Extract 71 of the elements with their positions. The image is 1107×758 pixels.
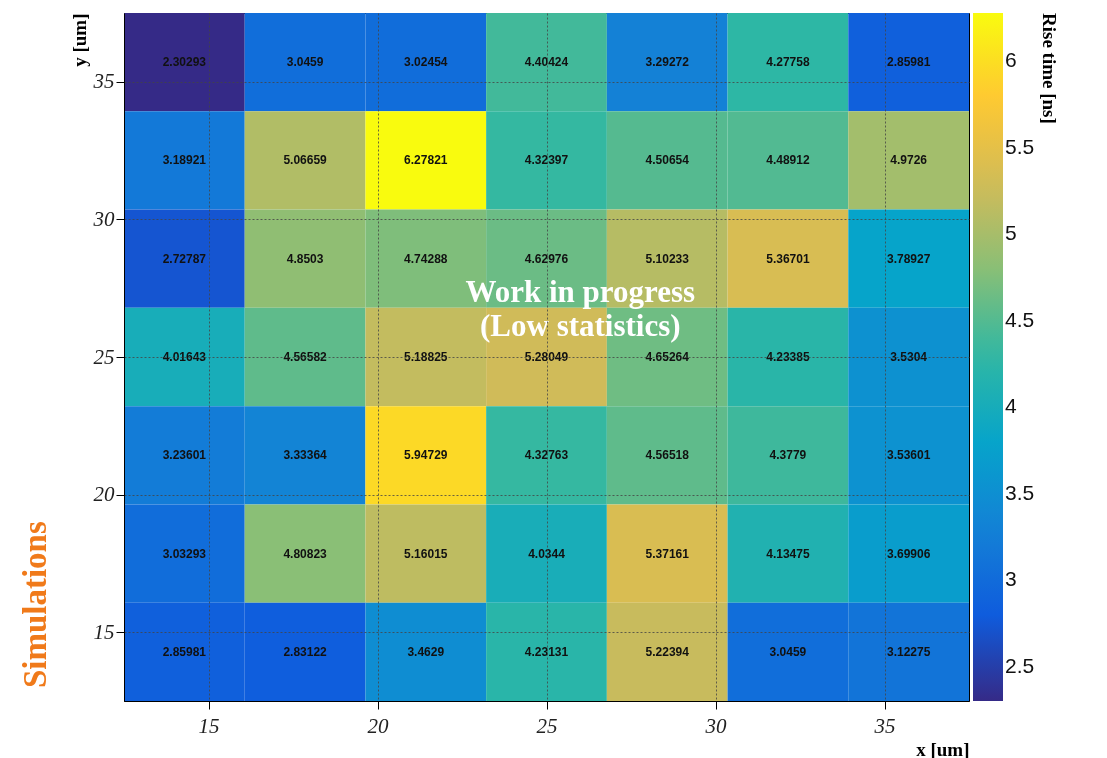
data-label: 4.01643 — [162, 350, 207, 364]
data-label: 4.62976 — [524, 251, 569, 266]
x-tick-label: 30 — [704, 713, 727, 738]
data-label: 4.40424 — [524, 55, 569, 70]
data-label: 4.0344 — [528, 546, 566, 561]
data-label: 3.29272 — [645, 55, 690, 70]
data-label: 4.50654 — [645, 153, 690, 168]
y-tick-label: 35 — [92, 69, 115, 94]
data-label: 3.12275 — [886, 644, 931, 659]
data-label: 3.69906 — [886, 546, 931, 561]
color-bar-label: 5 — [1005, 221, 1017, 245]
data-label: 5.22394 — [645, 644, 690, 659]
data-label: 5.94729 — [404, 448, 448, 463]
color-bar-label: 5.5 — [1005, 134, 1035, 158]
data-label: 4.3779 — [769, 448, 807, 463]
data-label: 3.0459 — [769, 644, 807, 659]
data-label: 2.85981 — [162, 644, 207, 659]
x-tick-label: 25 — [536, 713, 558, 738]
data-label: 3.03293 — [162, 546, 207, 561]
data-label: 5.16015 — [404, 546, 448, 561]
data-label: 4.65264 — [645, 350, 690, 364]
data-label: 3.53601 — [886, 448, 931, 463]
data-label: 5.36701 — [766, 251, 810, 266]
data-label: 5.37161 — [645, 546, 690, 561]
y-axis-title: y [um] — [68, 13, 90, 67]
data-label: 2.72787 — [162, 251, 207, 266]
x-axis-title: x [um] — [916, 738, 970, 758]
color-bar-label: 6 — [1005, 48, 1017, 72]
data-label: 4.56582 — [283, 350, 328, 364]
data-label: 4.9726 — [890, 153, 928, 168]
data-label: 5.18825 — [404, 350, 448, 364]
text: Simulations — [17, 521, 53, 689]
data-label: 4.56518 — [645, 448, 690, 463]
data-label: 5.10233 — [645, 251, 690, 266]
y-tick-label: 15 — [93, 619, 115, 644]
data-label: 3.18921 — [162, 153, 207, 168]
data-label: 4.32763 — [524, 448, 569, 463]
data-label: 3.5304 — [890, 350, 928, 364]
y-tick-label: 20 — [93, 482, 115, 507]
color-bar-label: 4.5 — [1005, 307, 1035, 331]
color-bar-label: 4 — [1005, 394, 1017, 418]
x-tick-label: 35 — [873, 713, 896, 738]
x-tick-label: 15 — [198, 713, 220, 738]
data-label: 2.85981 — [886, 55, 931, 70]
data-label: 4.13475 — [766, 546, 810, 561]
data-label: 4.23131 — [524, 644, 569, 659]
data-label: 6.27821 — [404, 153, 448, 168]
data-label: 4.48912 — [766, 153, 810, 168]
data-label: 4.27758 — [766, 55, 810, 70]
data-label: 4.80823 — [283, 546, 328, 561]
color-bar-label: 2.5 — [1005, 653, 1035, 677]
data-label: 3.33364 — [283, 448, 328, 463]
data-label: 4.32397 — [524, 153, 569, 168]
data-label: 4.8503 — [286, 251, 324, 266]
x-tick-label: 20 — [367, 713, 389, 738]
data-label: 3.78927 — [886, 251, 931, 266]
data-label: 5.28049 — [524, 350, 569, 364]
data-label: 4.74288 — [404, 251, 448, 266]
data-label: 3.0459 — [286, 55, 324, 70]
y-tick-label: 25 — [93, 344, 115, 369]
data-label: 4.23385 — [766, 350, 810, 364]
color-bar-title: Rise time [ns] — [1039, 13, 1060, 124]
color-bar-label: 3.5 — [1005, 480, 1035, 504]
y-tick-label: 30 — [92, 206, 115, 231]
color-bar-label: 3 — [1005, 567, 1017, 591]
data-label: 3.23601 — [162, 448, 207, 463]
data-label: 2.30293 — [162, 55, 207, 70]
data-label: 5.06659 — [283, 153, 328, 168]
data-label: 3.4629 — [407, 644, 445, 659]
data-label: 3.02454 — [404, 55, 448, 70]
data-label: 2.83122 — [283, 644, 328, 659]
